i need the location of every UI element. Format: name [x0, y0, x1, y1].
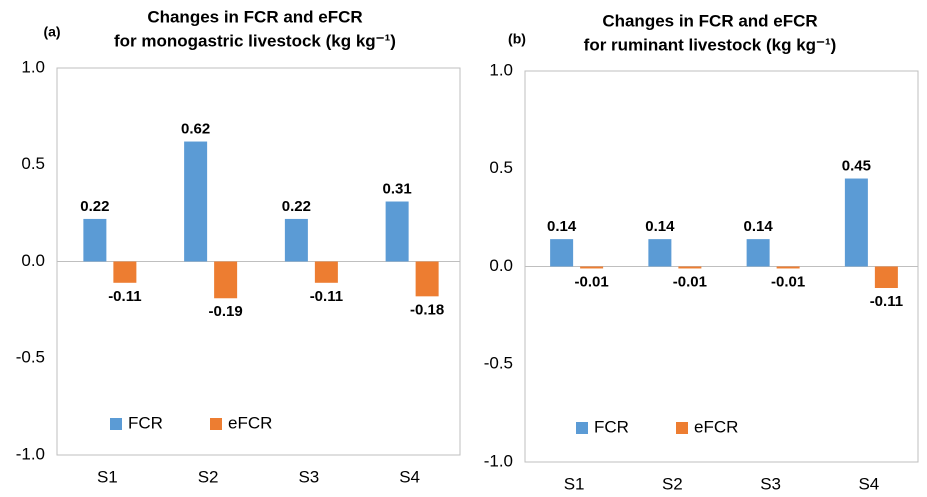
y-tick-label: -0.5 — [484, 354, 513, 373]
chart-title: for ruminant livestock (kg kg⁻¹) — [584, 35, 837, 54]
bar — [184, 141, 208, 262]
x-tick-label: S4 — [858, 474, 879, 493]
data-label: -0.11 — [870, 293, 903, 310]
y-tick-label: -0.5 — [16, 348, 45, 367]
data-label: -0.01 — [673, 273, 707, 290]
data-label: 0.14 — [744, 218, 774, 235]
data-label: -0.01 — [771, 273, 805, 290]
x-tick-label: S3 — [760, 474, 781, 493]
legend-label: eFCR — [694, 417, 738, 436]
data-label: -0.11 — [310, 288, 343, 305]
y-tick-label: 0.0 — [489, 256, 513, 275]
legend-label: FCR — [594, 417, 629, 436]
data-label: 0.62 — [181, 120, 210, 137]
bar — [83, 218, 107, 262]
bar — [776, 266, 800, 269]
data-label: 0.14 — [547, 218, 577, 235]
bar — [874, 266, 898, 289]
data-label: 0.22 — [282, 198, 311, 215]
y-tick-label: 0.0 — [21, 251, 45, 270]
legend-swatch — [210, 418, 222, 430]
bar — [314, 261, 338, 283]
y-tick-label: 0.5 — [489, 158, 513, 177]
bar — [415, 261, 439, 297]
bar — [550, 239, 574, 267]
data-label: 0.31 — [383, 180, 412, 197]
x-tick-label: S1 — [97, 467, 118, 486]
data-label: -0.11 — [108, 288, 141, 305]
panel-label: (b) — [508, 31, 526, 47]
legend-label: FCR — [128, 413, 163, 432]
y-tick-label: -1.0 — [484, 451, 513, 470]
chart-title: Changes in FCR and eFCR — [602, 11, 817, 30]
legend-swatch — [576, 422, 588, 434]
chart-title: for monogastric livestock (kg kg⁻¹) — [114, 31, 396, 50]
x-tick-label: S4 — [399, 467, 420, 486]
legend-swatch — [676, 422, 688, 434]
y-tick-label: -1.0 — [16, 444, 45, 463]
data-label: -0.01 — [575, 273, 609, 290]
bar — [844, 178, 868, 267]
legend-label: eFCR — [228, 413, 272, 432]
panel-label: (a) — [43, 24, 60, 40]
x-tick-label: S3 — [298, 467, 319, 486]
x-tick-label: S2 — [662, 474, 683, 493]
data-label: -0.18 — [410, 301, 444, 318]
bar — [678, 266, 702, 269]
x-tick-label: S2 — [198, 467, 219, 486]
bar — [580, 266, 604, 269]
legend-swatch — [110, 418, 122, 430]
bar — [113, 261, 137, 283]
x-tick-label: S1 — [564, 474, 585, 493]
y-tick-label: 1.0 — [489, 60, 513, 79]
bar — [746, 239, 770, 267]
y-tick-label: 1.0 — [21, 57, 45, 76]
y-tick-label: 0.5 — [21, 154, 45, 173]
bar — [284, 218, 308, 262]
bar — [214, 261, 238, 299]
data-label: -0.19 — [209, 303, 243, 320]
bar — [648, 239, 672, 267]
chart-title: Changes in FCR and eFCR — [147, 7, 362, 26]
data-label: 0.14 — [645, 218, 675, 235]
data-label: 0.45 — [842, 157, 871, 174]
bar — [385, 201, 409, 262]
data-label: 0.22 — [80, 198, 109, 215]
